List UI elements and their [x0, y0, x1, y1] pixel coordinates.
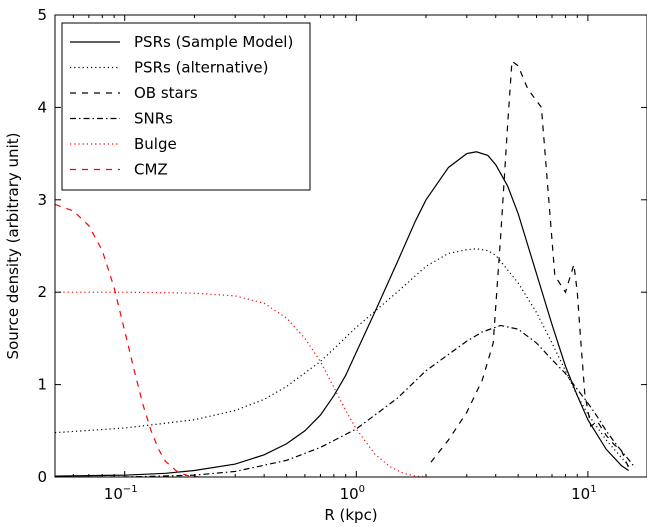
series-line-psrs-sample-model — [55, 151, 629, 477]
series-line-snrs — [55, 324, 636, 477]
y-tick-label: 2 — [37, 283, 47, 301]
y-axis-label: Source density (arbitrary unit) — [4, 133, 22, 360]
series-line-psrs-alternative — [55, 248, 630, 467]
x-tick-label: 10−1 — [104, 484, 138, 503]
y-tick-label: 5 — [37, 6, 47, 24]
series-line-ob-stars — [430, 60, 630, 468]
legend-label: OB stars — [134, 84, 198, 102]
x-axis-label: R (kpc) — [324, 506, 377, 524]
legend-label: Bulge — [134, 135, 177, 153]
legend-label: SNRs — [134, 110, 173, 128]
series-line-bulge — [55, 291, 427, 477]
series-line-cmz — [55, 203, 200, 477]
y-tick-label: 1 — [37, 376, 47, 394]
legend-label: PSRs (alternative) — [134, 59, 269, 77]
y-tick-label: 3 — [37, 191, 47, 209]
y-tick-label: 0 — [37, 468, 47, 486]
legend: PSRs (Sample Model) PSRs (alternative) OB … — [61, 22, 311, 191]
x-tick-label: 101 — [571, 484, 596, 503]
y-tick-label: 4 — [37, 98, 47, 116]
legend-label: PSRs (Sample Model) — [134, 33, 293, 51]
legend-frame — [61, 22, 311, 191]
legend-label: CMZ — [134, 161, 168, 179]
plot-frame — [54, 14, 647, 478]
x-tick-label: 100 — [340, 484, 365, 503]
